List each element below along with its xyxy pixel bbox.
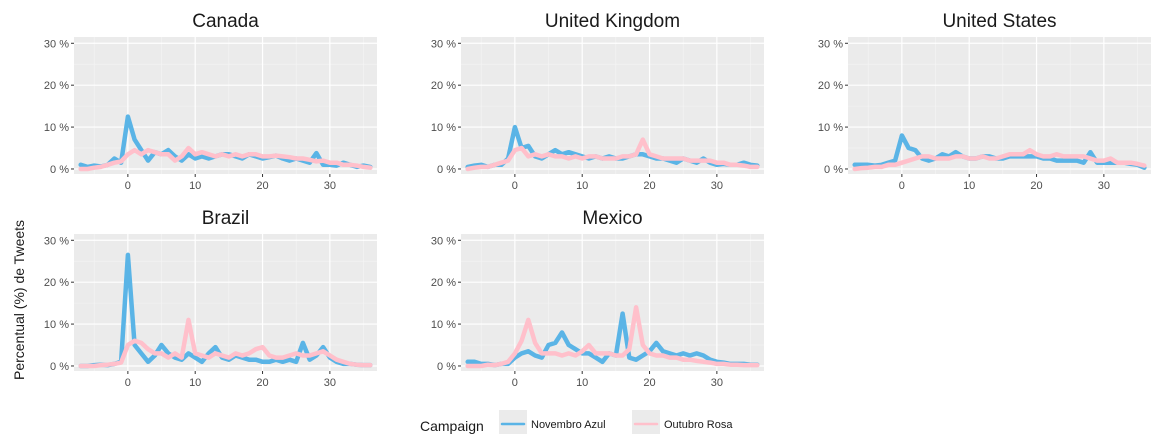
panel-background	[848, 37, 1151, 174]
x-tick-label: 10	[963, 180, 975, 192]
panel-title: Canada	[192, 11, 259, 32]
x-tick-label: 10	[576, 180, 588, 192]
x-tick-label: 10	[189, 180, 201, 192]
panel-united-states: United States 0 % 10 % 20 % 30 % 0 10 20 30	[818, 11, 1151, 192]
y-tick-label: 10 %	[44, 319, 69, 331]
y-tick-label: 10 %	[44, 122, 69, 134]
legend-key-background	[632, 410, 660, 436]
panel-background	[74, 234, 377, 371]
x-tick-label: 20	[256, 377, 268, 389]
y-tick-label: 10 %	[818, 122, 843, 134]
y-tick-label: 30 %	[431, 235, 456, 247]
x-tick-label: 10	[576, 377, 588, 389]
panel-mexico: Mexico 0 % 10 % 20 % 30 % 0 10 20 30	[431, 208, 764, 389]
y-tick-label: 20 %	[44, 277, 69, 289]
x-tick-label: 10	[189, 377, 201, 389]
series-line-outubro-rosa	[465, 137, 760, 172]
panel-title: Mexico	[582, 208, 642, 229]
y-tick-label: 10 %	[431, 319, 456, 331]
y-tick-label: 30 %	[44, 38, 69, 50]
x-tick-label: 30	[711, 180, 723, 192]
x-tick-label: 20	[643, 377, 655, 389]
legend-entry-novembro-azul: Novembro Azul	[499, 410, 606, 436]
x-tick-label: 30	[711, 377, 723, 389]
panel-united-kingdom: United Kingdom 0 % 10 % 20 % 30 % 0 10 20 30	[431, 11, 764, 192]
series-line-outubro-rosa	[78, 145, 373, 172]
panel-canada: Canada 0 % 10 % 20 % 30 % 0 10 20 30	[44, 11, 377, 192]
y-tick-label: 30 %	[44, 235, 69, 247]
x-tick-label: 20	[256, 180, 268, 192]
y-tick-label: 0 %	[824, 164, 843, 176]
x-tick-label: 0	[125, 180, 131, 192]
y-axis-title: Percentual (%) de Tweets	[11, 220, 27, 380]
y-tick-label: 20 %	[44, 80, 69, 92]
series-line-outubro-rosa	[852, 147, 1147, 172]
y-tick-label: 0 %	[437, 361, 456, 373]
legend-key-background	[499, 410, 527, 436]
y-tick-label: 20 %	[431, 80, 456, 92]
legend-title: Campaign	[420, 418, 484, 434]
legend-label-outubro-rosa: Outubro Rosa	[664, 419, 733, 431]
y-tick-label: 30 %	[818, 38, 843, 50]
x-tick-label: 20	[643, 180, 655, 192]
panel-title: United Kingdom	[545, 11, 680, 32]
y-tick-label: 10 %	[431, 122, 456, 134]
x-tick-label: 30	[324, 180, 336, 192]
x-tick-label: 0	[899, 180, 905, 192]
y-tick-label: 0 %	[50, 361, 69, 373]
panel-title: United States	[942, 11, 1056, 32]
y-tick-label: 0 %	[50, 164, 69, 176]
series-line-outubro-rosa	[465, 305, 760, 369]
y-tick-label: 30 %	[431, 38, 456, 50]
panel-title: Brazil	[202, 208, 250, 229]
legend-label-novembro-azul: Novembro Azul	[531, 419, 606, 431]
y-tick-label: 0 %	[437, 164, 456, 176]
y-tick-label: 20 %	[431, 277, 456, 289]
x-tick-label: 0	[512, 377, 518, 389]
x-tick-label: 0	[125, 377, 131, 389]
series-line-outubro-rosa	[78, 317, 373, 369]
legend-entry-outubro-rosa: Outubro Rosa	[632, 410, 733, 436]
y-tick-label: 20 %	[818, 80, 843, 92]
panel-brazil: Brazil 0 % 10 % 20 % 30 % 0 10 20 30	[44, 208, 377, 389]
legend: Campaign Novembro Azul Outubro Rosa	[420, 410, 733, 436]
x-tick-label: 0	[512, 180, 518, 192]
panel-background	[461, 234, 764, 371]
x-tick-label: 30	[324, 377, 336, 389]
panel-background	[461, 37, 764, 174]
x-tick-label: 30	[1098, 180, 1110, 192]
x-tick-label: 20	[1030, 180, 1042, 192]
